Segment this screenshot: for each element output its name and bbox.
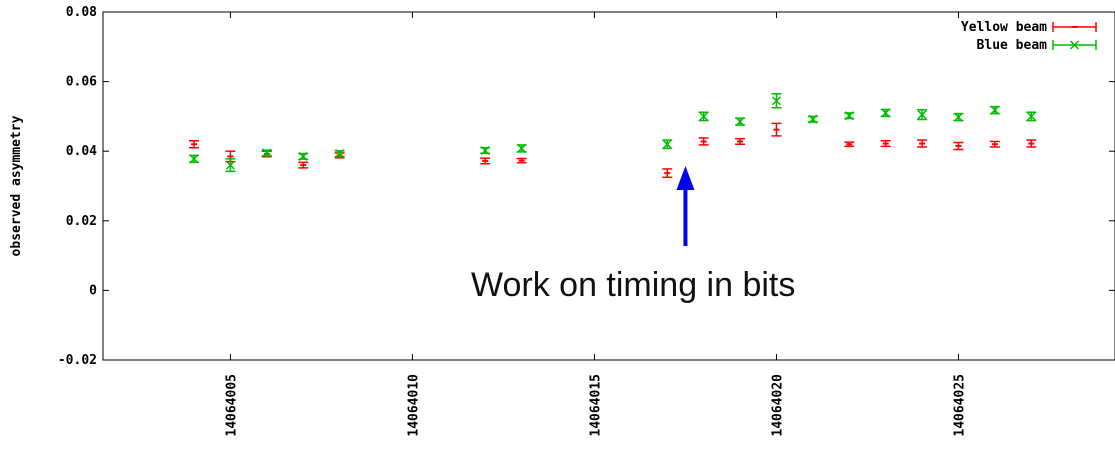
- y-tick-label: 0.08: [66, 5, 97, 20]
- data-point: [298, 161, 309, 169]
- y-tick-label: 0.02: [66, 214, 97, 229]
- data-point-marker: [699, 111, 709, 121]
- data-point: [261, 148, 272, 158]
- data-point-marker: [335, 149, 345, 159]
- legend-item: Yellow beam: [961, 20, 1097, 35]
- data-point-marker: [990, 105, 1000, 115]
- x-tick-label: 14064010: [406, 374, 421, 437]
- data-point-marker: [662, 139, 672, 149]
- data-point: [1026, 111, 1037, 122]
- data-point: [735, 117, 746, 127]
- data-point: [298, 151, 309, 161]
- data-point-marker: [480, 145, 490, 156]
- y-tick-label: 0.04: [66, 144, 97, 159]
- legend: Yellow beam Blue beam: [961, 20, 1097, 53]
- data-point: [771, 122, 782, 137]
- legend-label: Blue beam: [977, 38, 1048, 53]
- data-point: [844, 111, 855, 121]
- y-tick-label: 0.06: [66, 75, 97, 90]
- data-point: [698, 111, 709, 122]
- data-point-marker: [517, 143, 527, 153]
- y-tick-label: -0.02: [58, 353, 97, 368]
- data-point: [953, 112, 964, 122]
- x-tick-label: 14064025: [952, 374, 967, 437]
- y-tick-label: 0: [89, 283, 97, 298]
- data-point: [989, 105, 1000, 115]
- data-point: [480, 145, 491, 156]
- series-layer: [189, 93, 1037, 179]
- data-point: [662, 168, 673, 179]
- data-point: [189, 140, 200, 149]
- data-point: [225, 158, 236, 173]
- x-tick-label: 14064015: [588, 374, 603, 437]
- data-point: [953, 141, 964, 151]
- data-point: [844, 141, 855, 148]
- data-point: [516, 143, 527, 153]
- data-point: [735, 137, 746, 145]
- data-point: [1026, 139, 1037, 148]
- annotation-text: Work on timing in bits: [471, 266, 795, 304]
- data-point: [189, 154, 200, 164]
- data-point-marker: [917, 110, 927, 120]
- y-axis-label: observed asymmetry: [9, 115, 24, 256]
- data-point-marker: [771, 96, 781, 106]
- data-point-marker: [953, 112, 963, 122]
- data-point: [480, 157, 491, 165]
- data-point: [807, 114, 818, 124]
- ticks-layer: 0.08 0.06 0.04 0.02 0 -0.02 14064005 14064010 14…: [58, 5, 1115, 437]
- annotation: Work on timing in bits: [471, 166, 795, 304]
- series-yellow-beam: [189, 122, 1037, 179]
- data-point: [662, 139, 673, 150]
- x-tick-label: 14064005: [224, 374, 239, 437]
- legend-marker: [1069, 40, 1080, 50]
- data-point: [917, 139, 928, 148]
- data-point: [880, 108, 891, 118]
- data-point: [771, 93, 782, 109]
- x-tick-label: 14064020: [770, 374, 785, 437]
- data-point-marker: [189, 154, 199, 164]
- data-point: [880, 140, 891, 148]
- data-point-marker: [1026, 111, 1036, 121]
- data-point-marker: [808, 114, 818, 124]
- data-point: [334, 149, 345, 159]
- data-point: [917, 109, 928, 121]
- data-point: [516, 157, 527, 164]
- data-point-marker: [735, 117, 745, 127]
- data-point-marker: [262, 148, 272, 158]
- legend-item: Blue beam: [977, 38, 1097, 53]
- data-point: [989, 140, 1000, 148]
- annotation-arrow-head: [676, 166, 695, 190]
- data-point-marker: [881, 108, 891, 118]
- legend-label: Yellow beam: [961, 20, 1047, 35]
- series-blue-beam: [189, 93, 1037, 173]
- plot-frame: [102, 11, 1115, 361]
- data-point-marker: [298, 151, 308, 161]
- data-point-marker: [225, 160, 235, 170]
- data-point: [698, 137, 709, 146]
- data-point-marker: [844, 111, 854, 121]
